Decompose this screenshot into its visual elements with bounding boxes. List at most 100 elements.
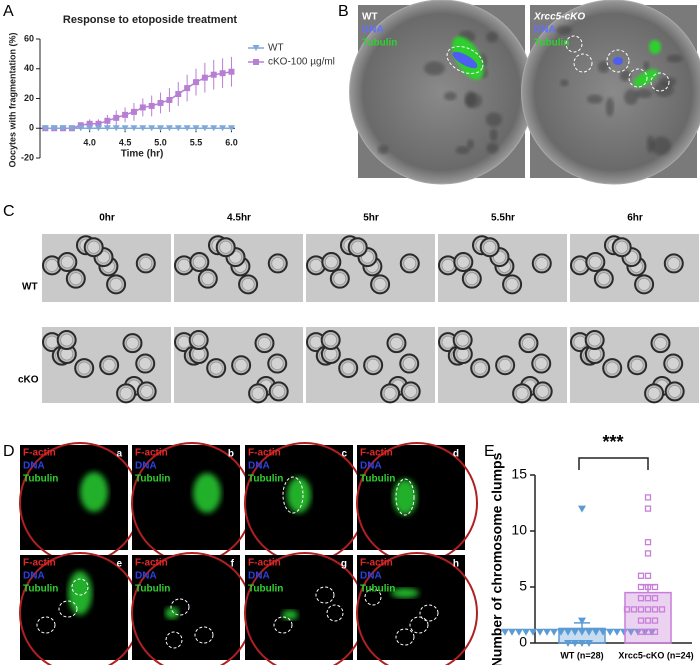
oocyte-inner [258, 336, 271, 350]
roi [36, 616, 56, 634]
oocyte-inner [573, 335, 587, 349]
micrograph [132, 555, 240, 660]
point [644, 505, 652, 512]
point [623, 606, 631, 613]
oocyte-inner [177, 335, 191, 349]
channel-label: DNA [23, 461, 45, 472]
oocyte-inner [390, 336, 403, 350]
tubulin [649, 40, 661, 54]
micrograph [20, 445, 128, 550]
x-tick-label: 5.0 [154, 137, 167, 147]
marker [68, 125, 76, 132]
significance-bracket [578, 457, 649, 470]
point [637, 628, 645, 635]
oocyte-inner [402, 357, 416, 370]
texture [624, 89, 639, 105]
roi [326, 604, 344, 622]
marker [184, 85, 191, 92]
oocyte-inner [341, 361, 355, 375]
oocyte-inner [588, 333, 601, 347]
roi [565, 35, 583, 53]
x-tick-label: Xrcc5-cKO (n=24) [618, 650, 693, 660]
channel-label: Tubulin [23, 474, 58, 485]
image-letter: h [453, 559, 459, 570]
marker [121, 125, 129, 132]
tubulin [287, 477, 311, 513]
point [644, 550, 652, 557]
point [637, 583, 645, 591]
oocyte-inner [667, 257, 681, 270]
texture [455, 146, 470, 155]
roi [628, 68, 648, 88]
f-actin-cortex [356, 552, 478, 665]
oocyte-inner [309, 335, 323, 349]
channel-label: DNA [135, 571, 157, 582]
oocyte-inner [668, 385, 681, 398]
legend-label: cKO-100 µg/ml [268, 57, 335, 68]
point [536, 628, 544, 636]
significance-label: *** [602, 432, 623, 452]
image-label: Xrcc5-cKO [533, 12, 585, 23]
panel-label: C [3, 203, 15, 220]
marker [41, 125, 49, 132]
point [651, 606, 659, 613]
x-tick-label: 4.0 [83, 137, 96, 147]
point [630, 606, 638, 613]
point [651, 617, 659, 624]
oocyte-inner [138, 357, 152, 370]
time-label: 0hr [99, 213, 115, 224]
y-tick-label: -20 [21, 152, 34, 162]
marker [104, 117, 111, 124]
oocyte-inner [505, 278, 519, 291]
y-tick-label: 60 [24, 33, 34, 43]
oocyte-inner [192, 333, 205, 347]
channel-label: DNA [534, 25, 556, 36]
marker [201, 74, 208, 81]
oocyte-inner [498, 358, 512, 372]
tubulin [393, 479, 417, 515]
point [637, 595, 645, 602]
channel-label: DNA [23, 571, 45, 582]
time-label: 6hr [627, 213, 643, 224]
x-tick-label: 6.0 [225, 137, 238, 147]
oocyte-inner [219, 240, 233, 254]
row-label: WT [22, 282, 38, 293]
channel-label: F-actin [135, 448, 168, 459]
oocyte-inner [102, 358, 116, 372]
oocyte-inner [654, 336, 667, 350]
roi [194, 626, 214, 644]
oocyte-inner [403, 257, 417, 270]
texture [485, 112, 502, 127]
texture [560, 79, 569, 87]
oocyte-inner [270, 357, 284, 370]
marker [130, 108, 137, 115]
point [585, 640, 593, 647]
channel-label: Tubulin [362, 38, 397, 49]
texture [666, 54, 683, 63]
marker [157, 125, 165, 132]
point [592, 628, 600, 636]
oocyte-inner [271, 257, 285, 270]
panel-label: A [3, 3, 14, 20]
oocyte-inner [366, 358, 380, 372]
marker [139, 104, 146, 111]
y-axis-label: Number of chromosome clumps [489, 452, 505, 665]
texture [486, 142, 499, 154]
marker [219, 125, 227, 132]
point [578, 505, 586, 513]
marker [166, 96, 173, 103]
oocyte-inner [573, 259, 587, 272]
point [651, 583, 659, 591]
tubulin [193, 473, 221, 513]
marker [77, 125, 85, 132]
oocyte-inner [535, 257, 549, 270]
oocyte-inner [404, 385, 417, 398]
channel-label: F-actin [360, 558, 393, 569]
time-label: 4.5hr [227, 213, 251, 224]
y-tick-label: 0 [29, 123, 34, 133]
marker [95, 125, 102, 132]
marker [122, 111, 129, 118]
roi [409, 616, 429, 634]
y-tick-label: 40 [24, 63, 34, 73]
tubulin [68, 571, 92, 615]
